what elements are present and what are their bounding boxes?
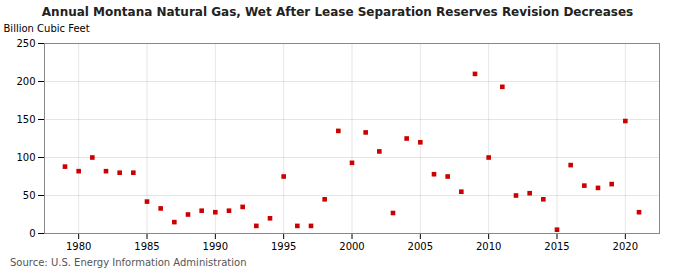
html-text:Source: U.S. Energy Informatio: Source: U.S. Energy Information Administ… xyxy=(10,257,247,268)
svg-text:1980: 1980 xyxy=(66,241,91,252)
svg-text:2000: 2000 xyxy=(339,241,364,252)
svg-text:100: 100 xyxy=(16,152,35,163)
svg-text:250: 250 xyxy=(16,38,35,49)
svg-text:1990: 1990 xyxy=(203,241,228,252)
svg-text:2020: 2020 xyxy=(613,241,638,252)
svg-text:0: 0 xyxy=(29,228,35,239)
svg-text:Billion Cubic Feet: Billion Cubic Feet xyxy=(4,23,90,34)
svg-text:1985: 1985 xyxy=(134,241,159,252)
html-text:Annual Montana Natural Gas, We: Annual Montana Natural Gas, Wet After Le… xyxy=(41,5,634,19)
svg-text:1995: 1995 xyxy=(271,241,296,252)
svg-text:200: 200 xyxy=(16,76,35,87)
svg-text:50: 50 xyxy=(23,190,36,201)
svg-text:2015: 2015 xyxy=(544,241,569,252)
svg-text:2005: 2005 xyxy=(408,241,433,252)
svg-text:2010: 2010 xyxy=(476,241,501,252)
svg-text:150: 150 xyxy=(16,114,35,125)
